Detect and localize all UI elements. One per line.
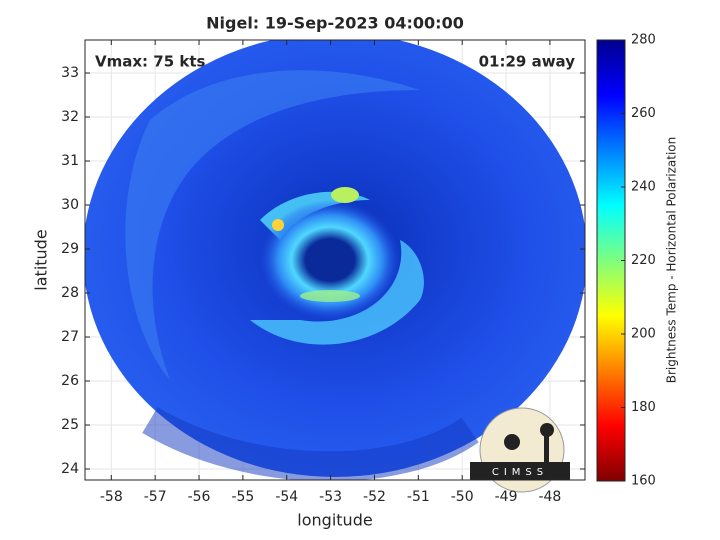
x-tick-label: -49	[495, 489, 518, 505]
annotation: 01:29 away	[479, 53, 576, 71]
x-tick-label: -53	[319, 489, 342, 505]
x-tick-label: -58	[100, 489, 123, 505]
x-tick-label: -48	[538, 489, 561, 505]
convection	[300, 290, 360, 302]
x-tick-label: -56	[188, 489, 211, 505]
rainband	[125, 70, 420, 380]
cimss-logo: CIMSS	[470, 407, 570, 493]
x-tick-label: -51	[407, 489, 430, 505]
y-tick-label: 29	[61, 241, 79, 257]
logo-text: CIMSS	[492, 467, 548, 478]
y-tick-label: 33	[61, 65, 79, 81]
convection	[272, 219, 284, 231]
chart-title: Nigel: 19-Sep-2023 04:00:00	[206, 14, 464, 33]
colorbar-tick-label: 260	[631, 106, 656, 121]
plot-frame	[84, 39, 586, 481]
x-tick-label: -57	[144, 489, 167, 505]
y-tick-label: 25	[61, 417, 79, 433]
eyewall	[260, 200, 400, 320]
x-tick-label: -52	[363, 489, 386, 505]
x-tick-label: -55	[231, 489, 254, 505]
colorbar-tick-label: 160	[631, 474, 656, 489]
convection	[331, 187, 359, 203]
rainband	[250, 240, 424, 345]
imagery	[85, 40, 585, 480]
rainband	[142, 407, 479, 480]
colorbar-tick-label: 240	[631, 180, 656, 195]
x-tick-label: -50	[451, 489, 474, 505]
colorbar-tick-label: 180	[631, 400, 656, 415]
x-tick-label: -54	[275, 489, 298, 505]
colorbar-label: Brightness Temp - Horizontal Polarizatio…	[665, 137, 679, 384]
y-tick-label: 30	[61, 197, 79, 213]
y-tick-label: 31	[61, 153, 79, 169]
y-tick-label: 28	[61, 285, 79, 301]
colorbar-tick-label: 220	[631, 253, 656, 268]
x-axis-label: longitude	[297, 511, 372, 530]
colorbar	[596, 39, 626, 482]
y-tick-label: 32	[61, 109, 79, 125]
y-axis-label: latitude	[32, 229, 51, 290]
colorbar-tick-label: 280	[631, 33, 656, 48]
y-tick-label: 26	[61, 373, 79, 389]
y-tick-label: 24	[61, 461, 79, 477]
colorbar-tick-label: 200	[631, 327, 656, 342]
annotation: Vmax: 75 kts	[95, 53, 205, 71]
y-tick-label: 27	[61, 329, 79, 345]
